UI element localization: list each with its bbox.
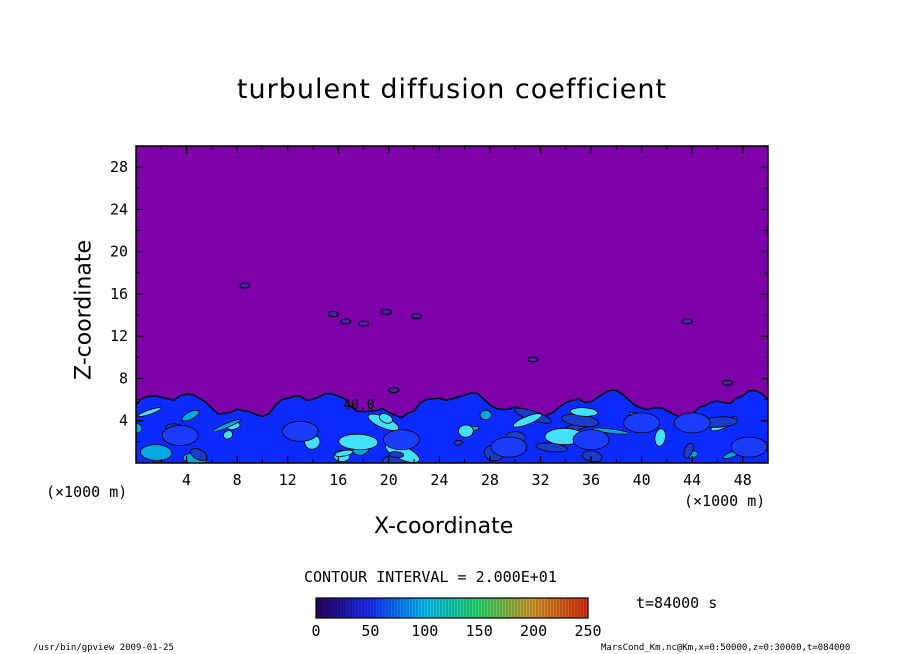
eddy-core xyxy=(572,429,610,451)
isolated-patch xyxy=(388,387,400,394)
x-axis-unit: (×1000 m) xyxy=(684,492,766,510)
eddy xyxy=(212,418,242,433)
eddy xyxy=(140,444,173,462)
contour-label: 40.0 xyxy=(343,398,374,413)
eddy xyxy=(591,427,630,435)
eddy-core xyxy=(281,420,319,442)
isolated-patch xyxy=(340,318,352,325)
y-tick-label: 24 xyxy=(110,200,128,218)
isolated-patch xyxy=(358,320,369,327)
x-axis-label: X-coordinate xyxy=(374,514,514,539)
footer-left: /usr/bin/gpview 2009-01-25 xyxy=(33,643,174,653)
eddy xyxy=(453,439,464,446)
boundary-layer xyxy=(136,390,768,463)
eddy-core xyxy=(673,412,711,434)
isolated-patch xyxy=(681,318,693,325)
eddy xyxy=(137,407,162,417)
y-tick-label: 16 xyxy=(110,285,128,303)
x-tick-label: 16 xyxy=(329,471,347,489)
eddy-core xyxy=(161,425,199,446)
eddy-core xyxy=(730,436,768,458)
chart-title: turbulent diffusion coefficient xyxy=(236,74,668,105)
isolated-patch xyxy=(411,313,423,320)
isolated-patch xyxy=(380,308,392,315)
x-tick-label: 40 xyxy=(633,471,651,489)
eddy-core xyxy=(623,412,660,434)
y-axis-unit: (×1000 m) xyxy=(46,483,128,501)
y-tick-label: 4 xyxy=(119,412,128,430)
colorbar-tick-label: 0 xyxy=(311,622,320,640)
eddy-core xyxy=(383,429,420,451)
isolated-patch xyxy=(527,356,539,363)
x-tick-label: 28 xyxy=(481,471,499,489)
plot-content: 40.0 xyxy=(136,146,768,463)
x-tick-label: 24 xyxy=(430,471,448,489)
eddy xyxy=(569,407,599,417)
isolated-patch xyxy=(722,379,734,386)
plot-area: 40.0 xyxy=(136,146,768,463)
colorbar-tick-label: 100 xyxy=(411,622,438,640)
colorbar: 0 50 100 150 200 250 xyxy=(311,597,602,640)
eddy xyxy=(683,442,694,459)
y-tick-label: 20 xyxy=(110,243,128,261)
eddy xyxy=(458,424,474,438)
colorbar-tick-label: 200 xyxy=(520,622,547,640)
isolated-patch xyxy=(327,311,339,317)
isolated-patch xyxy=(239,282,251,289)
eddy-core xyxy=(490,436,528,458)
y-tick-label: 28 xyxy=(110,158,128,176)
x-tick-label: 36 xyxy=(582,471,600,489)
x-tick-label: 20 xyxy=(380,471,398,489)
footer-right: MarsCond_Km.nc@Km,x=0:50000,z=0:30000,t=… xyxy=(601,643,851,653)
y-tick-label: 12 xyxy=(110,327,128,345)
x-tick-label: 48 xyxy=(734,471,752,489)
eddy xyxy=(222,430,234,440)
time-label: t=84000 s xyxy=(636,594,718,612)
plot-frame xyxy=(135,145,769,464)
eddy xyxy=(334,449,354,457)
eddy xyxy=(338,433,379,451)
colorbar-frame xyxy=(315,597,589,619)
eddy xyxy=(512,413,543,428)
y-axis-label: Z-coordinate xyxy=(71,240,97,380)
eddy xyxy=(181,409,200,422)
eddy xyxy=(654,428,666,447)
eddy xyxy=(190,448,208,461)
x-tick-label: 32 xyxy=(531,471,549,489)
x-tick-label: 44 xyxy=(683,471,701,489)
eddy xyxy=(535,442,568,453)
y-tick-label: 8 xyxy=(119,369,128,387)
boundary-layer-contour xyxy=(136,389,768,419)
colorbar-tick-label: 150 xyxy=(466,622,493,640)
x-tick-label: 12 xyxy=(279,471,297,489)
contour-interval-text: CONTOUR INTERVAL = 2.000E+01 xyxy=(304,568,557,586)
colorbar-tick-label: 250 xyxy=(574,622,601,640)
eddy xyxy=(479,409,492,421)
colorbar-tick-label: 50 xyxy=(361,622,379,640)
x-tick-label: 4 xyxy=(182,471,191,489)
eddy xyxy=(388,451,405,458)
eddy xyxy=(378,413,393,424)
x-tick-label: 8 xyxy=(233,471,242,489)
